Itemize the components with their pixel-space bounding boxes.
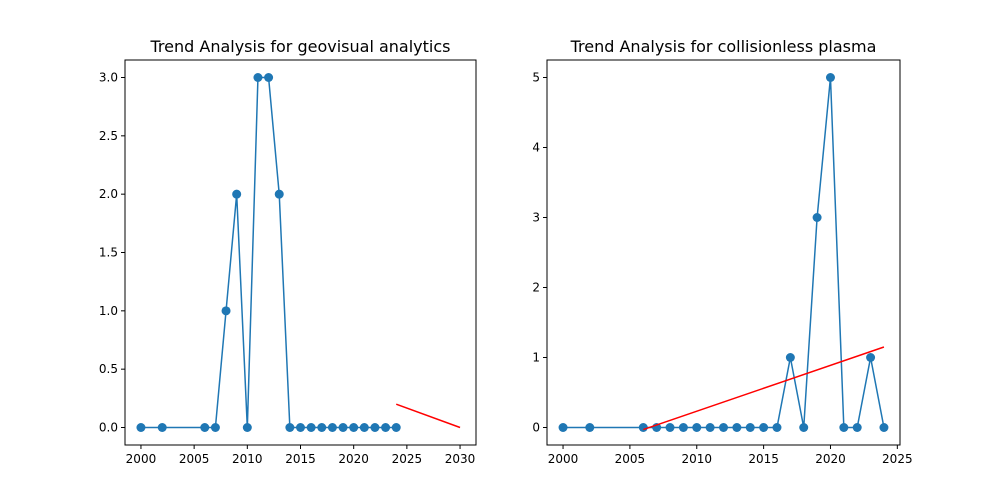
- left-chart: Trend Analysis for geovisual analytics 2…: [99, 37, 477, 466]
- left-y-tick-label: 3.0: [99, 71, 118, 85]
- right-trend-line: [643, 346, 885, 431]
- right-y-tick-label: 3: [532, 211, 540, 225]
- left-data-point: [317, 423, 327, 432]
- left-data-point: [349, 423, 359, 432]
- right-data-point: [812, 213, 822, 222]
- left-x-tick-label: 2015: [285, 452, 316, 466]
- right-x-tick-label: 2020: [815, 452, 846, 466]
- left-x-tick-label: 2020: [338, 452, 369, 466]
- right-chart-title: Trend Analysis for collisionless plasma: [570, 37, 877, 56]
- right-chart: Trend Analysis for collisionless plasma …: [532, 37, 912, 466]
- right-y-tick-label: 4: [532, 141, 540, 155]
- left-data-point: [232, 189, 242, 199]
- right-data-point: [732, 423, 742, 432]
- left-x-tick-label: 2025: [392, 452, 423, 466]
- left-y-tick-label: 1.0: [99, 304, 118, 318]
- left-data-point: [210, 423, 220, 432]
- left-series-line: [140, 76, 397, 429]
- right-data-point: [879, 423, 889, 432]
- left-data-point: [200, 423, 210, 432]
- left-y-tick-label: 0.0: [99, 421, 118, 435]
- left-y-tick-label: 2.5: [99, 129, 118, 143]
- left-data-point: [264, 73, 274, 82]
- right-data-point: [719, 423, 728, 432]
- left-data-point: [296, 423, 305, 432]
- left-axes-frame: [124, 59, 477, 446]
- right-x-tick-label: 2015: [748, 452, 779, 466]
- left-data-point: [242, 423, 252, 432]
- right-data-point: [799, 423, 809, 432]
- left-y-tick-label: 2.0: [99, 187, 118, 201]
- right-y-tick-label: 0: [532, 421, 540, 435]
- right-data-point: [678, 423, 688, 432]
- left-x-tick-label: 2030: [445, 452, 476, 466]
- right-data-point: [825, 73, 835, 82]
- right-data-point: [866, 353, 876, 362]
- right-data-point: [665, 423, 675, 432]
- left-y-tick-label: 0.5: [99, 362, 118, 376]
- right-data-point: [839, 423, 849, 432]
- left-data-point: [136, 423, 146, 432]
- right-data-point: [692, 423, 702, 432]
- right-x-tick-label: 2000: [548, 452, 579, 466]
- left-x-tick-label: 2010: [232, 452, 263, 466]
- left-x-tick-label: 2000: [126, 452, 157, 466]
- right-data-point: [705, 423, 715, 432]
- right-data-point: [745, 423, 755, 432]
- right-data-point: [558, 423, 568, 432]
- left-data-point: [221, 306, 231, 316]
- right-data-point: [785, 353, 795, 362]
- left-data-point: [253, 73, 263, 82]
- right-series-line: [563, 77, 885, 429]
- left-data-point: [338, 423, 348, 432]
- left-trend-line: [395, 403, 461, 429]
- right-y-tick-label: 1: [532, 351, 540, 365]
- right-data-point: [772, 423, 782, 432]
- right-data-point: [638, 423, 648, 432]
- left-data-point: [381, 423, 391, 432]
- left-data-point: [327, 423, 337, 432]
- left-y-tick-label: 1.5: [99, 246, 118, 260]
- right-x-tick-label: 2005: [615, 452, 646, 466]
- left-data-point: [306, 423, 316, 432]
- left-data-point: [391, 423, 401, 432]
- right-data-point: [852, 423, 862, 432]
- right-x-tick-label: 2025: [882, 452, 913, 466]
- right-data-point: [585, 423, 595, 432]
- left-data-point: [274, 189, 284, 199]
- left-chart-title: Trend Analysis for geovisual analytics: [150, 37, 451, 56]
- right-y-tick-label: 2: [532, 281, 540, 295]
- right-data-point: [759, 423, 769, 432]
- left-data-point: [370, 423, 380, 432]
- left-data-point: [285, 423, 295, 432]
- left-data-point: [157, 423, 167, 432]
- right-y-tick-label: 5: [532, 71, 540, 85]
- left-data-point: [359, 423, 369, 432]
- right-x-tick-label: 2010: [681, 452, 712, 466]
- right-axes-frame: [546, 59, 901, 446]
- left-x-tick-label: 2005: [179, 452, 210, 466]
